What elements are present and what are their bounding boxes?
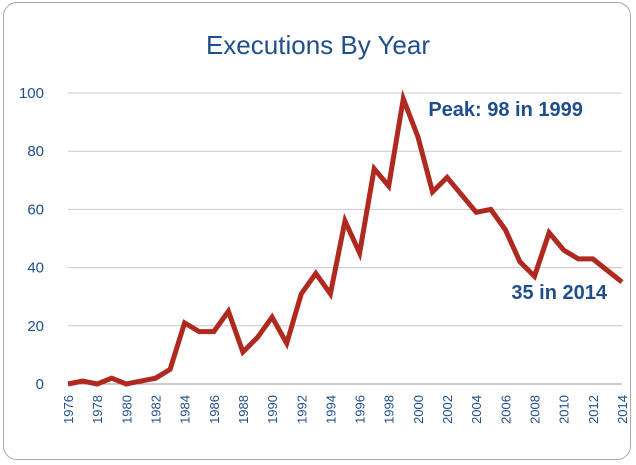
x-tick-label-2002: 2002 — [440, 395, 455, 424]
x-tick-label-1978: 1978 — [90, 395, 105, 424]
x-tick-label-1984: 1984 — [178, 395, 193, 424]
x-tick-label-1986: 1986 — [207, 395, 222, 424]
x-tick-label-1992: 1992 — [294, 395, 309, 424]
x-tick-label-1990: 1990 — [265, 395, 280, 424]
x-tick-label-1982: 1982 — [148, 395, 163, 424]
x-tick-label-1998: 1998 — [382, 395, 397, 424]
y-axis-ticks: 0 20 40 60 80 100 — [19, 85, 44, 393]
x-tick-label-2014: 2014 — [615, 395, 630, 424]
annotation-peak: Peak: 98 in 1999 — [428, 99, 583, 121]
y-tick-label-0: 0 — [36, 376, 44, 393]
chart-title: Executions By Year — [205, 30, 431, 60]
x-tick-label-1980: 1980 — [119, 395, 134, 424]
grid-lines — [68, 92, 622, 385]
y-tick-label-20: 20 — [27, 318, 44, 335]
x-tick-label-2006: 2006 — [498, 395, 513, 424]
x-axis-ticks: 1976 1978 1980 1982 1984 1986 1988 1990 1992 1994… — [61, 395, 630, 424]
annotations-layer: Peak: 98 in 1999 35 in 2014 — [428, 99, 608, 304]
y-tick-label-40: 40 — [27, 260, 44, 277]
x-tick-label-1994: 1994 — [323, 395, 338, 424]
y-tick-label-60: 60 — [27, 201, 44, 218]
x-tick-label-2012: 2012 — [586, 395, 601, 424]
x-tick-label-1988: 1988 — [236, 395, 251, 424]
series-layer — [67, 89, 624, 387]
annotation-last: 35 in 2014 — [511, 282, 608, 304]
x-tick-label-2000: 2000 — [411, 395, 426, 424]
x-tick-label-1996: 1996 — [353, 395, 368, 424]
x-tick-label-2008: 2008 — [528, 395, 543, 424]
x-tick-label-2010: 2010 — [557, 395, 572, 424]
series-line — [67, 89, 624, 387]
y-tick-label-80: 80 — [27, 143, 44, 160]
x-tick-label-2004: 2004 — [469, 395, 484, 424]
y-tick-label-100: 100 — [19, 85, 44, 102]
x-tick-label-1976: 1976 — [61, 395, 76, 424]
